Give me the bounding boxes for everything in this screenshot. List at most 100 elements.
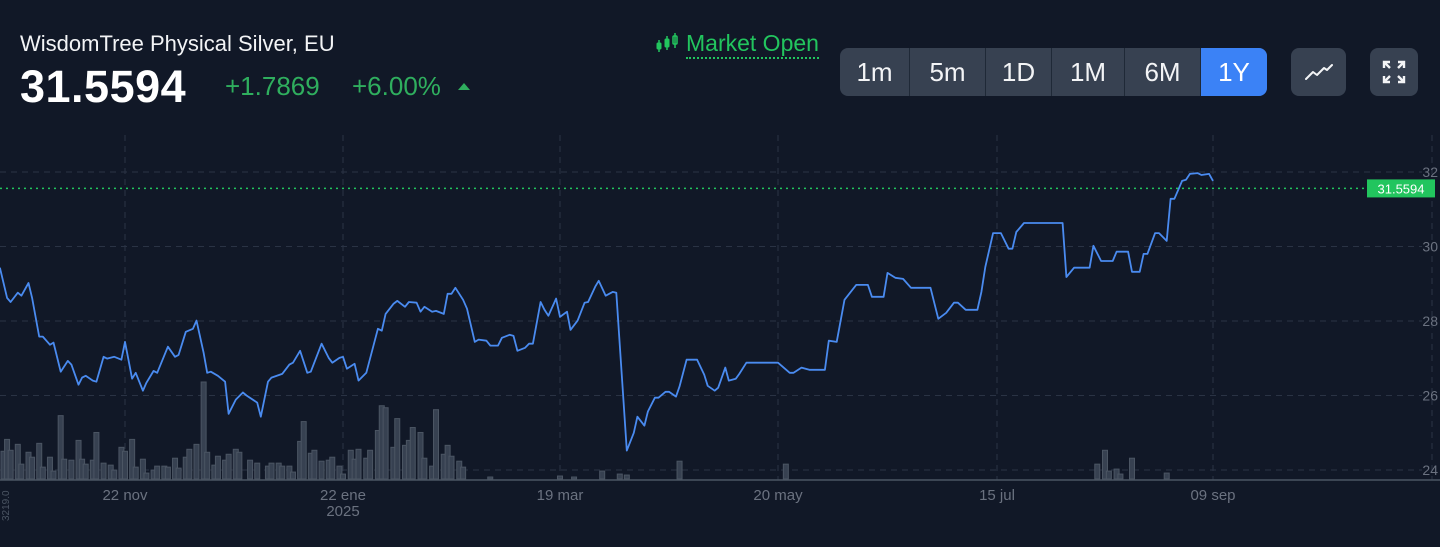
- x-tick-label: 22 ene: [320, 487, 366, 504]
- volume-bar: [164, 466, 171, 480]
- volume-bar: [782, 463, 789, 480]
- x-tick-sublabel: 2025: [326, 503, 359, 520]
- volume-bar: [132, 466, 139, 480]
- volume-bar: [29, 456, 36, 480]
- timeframe-1m[interactable]: 1m: [840, 48, 910, 96]
- volume-bar: [254, 462, 261, 480]
- volume-bar: [676, 460, 683, 480]
- volume-bar: [336, 465, 343, 480]
- volume-bar: [329, 456, 336, 480]
- volume-bar: [300, 421, 307, 480]
- volume-bar: [318, 460, 325, 480]
- volume-bar: [571, 476, 578, 480]
- timeframe-6m[interactable]: 6M: [1125, 48, 1201, 96]
- volume-bar: [279, 465, 286, 480]
- volume-bar: [268, 462, 275, 480]
- volume-bar: [394, 418, 401, 480]
- volume-bar: [623, 474, 630, 480]
- volume-bar: [340, 473, 346, 480]
- volume-bar: [1117, 473, 1124, 480]
- y-tick-label: 26: [1422, 388, 1438, 404]
- volume-bar: [100, 462, 107, 480]
- last-price-badge: 31.5594: [1367, 179, 1435, 198]
- x-tick-label: 19 mar: [537, 487, 584, 504]
- volume-bar: [186, 448, 193, 480]
- volume-bar: [417, 431, 424, 480]
- volume-bar: [82, 463, 89, 480]
- market-status-label: Market Open: [686, 30, 819, 59]
- volume-bar: [57, 415, 64, 480]
- x-tick-label: 15 jul: [979, 487, 1015, 504]
- volume-bar: [1102, 449, 1108, 480]
- volume-bar: [39, 466, 46, 480]
- timeframe-1M[interactable]: 1M: [1052, 48, 1125, 96]
- volume-bar: [111, 469, 118, 480]
- timeframe-1y[interactable]: 1Y: [1201, 48, 1267, 96]
- volume-bar: [367, 449, 374, 480]
- price-change-percent: +6.00%: [352, 71, 441, 101]
- volume-bar: [204, 451, 211, 480]
- x-tick-label: 09 sep: [1190, 487, 1235, 504]
- volume-bar: [7, 449, 14, 480]
- y-tick-label: 30: [1422, 239, 1438, 255]
- volume-bar: [460, 466, 467, 480]
- market-status[interactable]: Market Open: [656, 30, 819, 59]
- volume-bar: [487, 476, 494, 480]
- price-change: +1.7869: [225, 71, 320, 101]
- volume-bar: [409, 427, 416, 480]
- volume-bar: [225, 453, 232, 480]
- y-tick-label: 32: [1422, 164, 1438, 180]
- volume-bar: [46, 456, 53, 480]
- instrument-title: WisdomTree Physical Silver, EU: [20, 31, 335, 56]
- volume-bar: [143, 472, 150, 480]
- timeframe-selector: 1m 5m 1D 1M 6M 1Y: [840, 48, 1267, 96]
- y-tick-label: 28: [1422, 313, 1438, 329]
- timeframe-5m[interactable]: 5m: [910, 48, 986, 96]
- volume-bar: [433, 409, 439, 480]
- volume-bar: [139, 458, 146, 480]
- volume-bar: [36, 442, 43, 480]
- volume-bar: [616, 473, 623, 480]
- current-price: 31.5594: [20, 61, 187, 112]
- volume-bar: [1129, 457, 1135, 480]
- volume-bar: [311, 449, 318, 480]
- volume-bar: [557, 475, 563, 480]
- volume-bar: [382, 407, 389, 480]
- volume-bar: [448, 455, 455, 480]
- volume-bar: [175, 467, 182, 480]
- volume-bar: [93, 431, 100, 480]
- volume-bar: [214, 455, 221, 480]
- volume-bar: [129, 438, 136, 480]
- volume-bar: [247, 459, 254, 480]
- timeframe-1d[interactable]: 1D: [986, 48, 1052, 96]
- volume-bar: [421, 457, 428, 480]
- volume-bar: [14, 443, 21, 480]
- expand-icon: [1382, 60, 1406, 84]
- line-chart-icon: [1304, 64, 1333, 80]
- volume-axis-label: 3219.0: [1, 490, 12, 521]
- volume-bar: [1163, 472, 1170, 480]
- volume-bar: [50, 470, 57, 480]
- volume-bar: [1094, 463, 1101, 480]
- chart-type-button[interactable]: [1291, 48, 1346, 96]
- candlestick-icon: [656, 33, 678, 52]
- volume-bar: [18, 463, 25, 480]
- volume-bar: [193, 443, 200, 480]
- volume-bar: [68, 459, 75, 480]
- volume-bar: [289, 471, 296, 480]
- volume-bar: [122, 450, 128, 480]
- volume-bar: [355, 448, 362, 480]
- volume-bar: [154, 465, 161, 480]
- x-tick-label: 20 may: [753, 487, 803, 504]
- triangle-up-icon: [458, 83, 470, 90]
- price-line: [0, 172, 1214, 452]
- volume-bar: [599, 470, 606, 480]
- y-tick-label: 24: [1422, 462, 1438, 478]
- volume-bar: [1105, 470, 1112, 480]
- x-tick-label: 22 nov: [102, 487, 148, 504]
- last-price-label: 31.5594: [1378, 181, 1425, 196]
- fullscreen-button[interactable]: [1370, 48, 1418, 96]
- volume-bar: [61, 458, 68, 480]
- volume-bar: [236, 451, 243, 480]
